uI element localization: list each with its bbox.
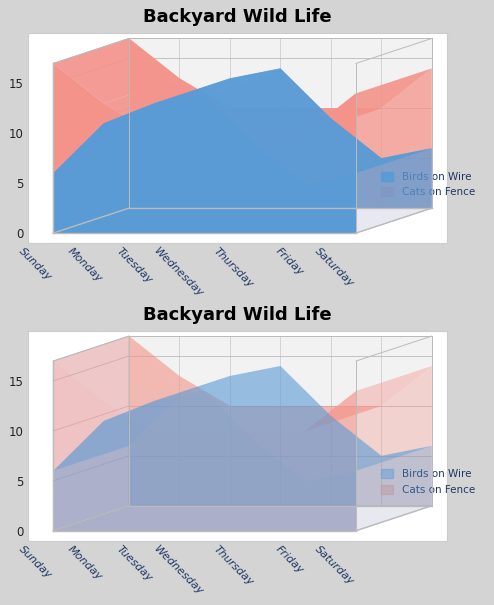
- Polygon shape: [255, 406, 381, 431]
- Polygon shape: [129, 68, 432, 208]
- Polygon shape: [154, 108, 281, 133]
- Polygon shape: [129, 39, 432, 208]
- Polygon shape: [255, 108, 381, 133]
- Polygon shape: [53, 93, 356, 233]
- Polygon shape: [53, 39, 129, 233]
- Legend: Birds on Wire, Cats on Fence: Birds on Wire, Cats on Fence: [377, 465, 479, 499]
- Polygon shape: [306, 446, 432, 481]
- Polygon shape: [104, 79, 230, 133]
- Title: Backyard Wild Life: Backyard Wild Life: [143, 306, 332, 324]
- Polygon shape: [306, 148, 432, 183]
- Polygon shape: [205, 68, 331, 143]
- Polygon shape: [53, 391, 356, 531]
- Polygon shape: [306, 68, 432, 133]
- Polygon shape: [53, 336, 129, 531]
- Polygon shape: [53, 208, 432, 233]
- Polygon shape: [154, 68, 281, 103]
- Polygon shape: [53, 336, 179, 401]
- Polygon shape: [104, 376, 230, 421]
- Polygon shape: [53, 396, 179, 471]
- Polygon shape: [104, 376, 230, 431]
- Polygon shape: [53, 99, 179, 173]
- Title: Backyard Wild Life: Backyard Wild Life: [143, 8, 332, 27]
- Polygon shape: [129, 336, 432, 506]
- Polygon shape: [53, 64, 356, 233]
- Polygon shape: [104, 79, 230, 123]
- Polygon shape: [255, 119, 381, 183]
- Polygon shape: [129, 336, 432, 506]
- Polygon shape: [53, 39, 179, 103]
- Polygon shape: [205, 366, 331, 441]
- Polygon shape: [129, 366, 432, 506]
- Polygon shape: [205, 108, 331, 133]
- Polygon shape: [205, 406, 331, 431]
- Polygon shape: [306, 366, 432, 431]
- Polygon shape: [129, 39, 432, 208]
- Polygon shape: [53, 361, 356, 531]
- Polygon shape: [53, 506, 432, 531]
- Polygon shape: [154, 366, 281, 401]
- Legend: Birds on Wire, Cats on Fence: Birds on Wire, Cats on Fence: [377, 168, 479, 201]
- Polygon shape: [255, 416, 381, 481]
- Polygon shape: [154, 406, 281, 431]
